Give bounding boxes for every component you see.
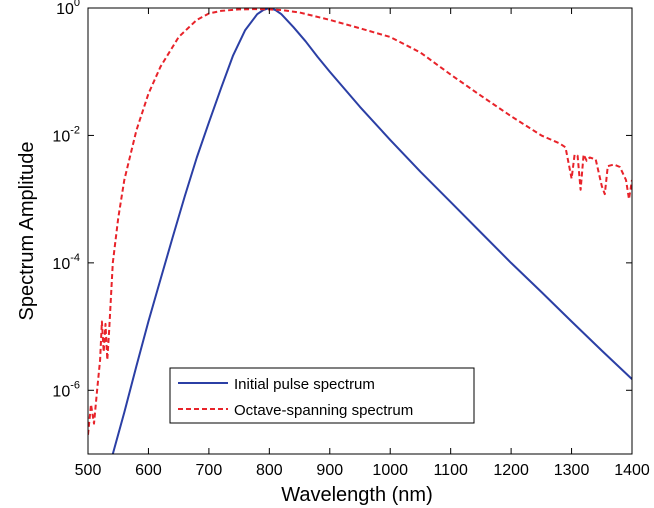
legend-label-octave: Octave-spanning spectrum (234, 402, 413, 419)
x-tick-label: 500 (75, 462, 102, 479)
series-line-octave-spanning (88, 8, 632, 435)
x-tick-label: 1300 (554, 462, 590, 479)
y-tick-label: 10-6 (52, 379, 80, 400)
legend: Initial pulse spectrum Octave-spanning s… (169, 367, 475, 424)
x-tick-label: 1000 (372, 462, 408, 479)
x-tick-label: 800 (256, 462, 283, 479)
legend-label-initial: Initial pulse spectrum (234, 376, 375, 393)
x-tick-label: 700 (196, 462, 223, 479)
x-tick-label: 1200 (493, 462, 529, 479)
x-axis-title: Wavelength (nm) (281, 484, 433, 506)
y-axis-title: Spectrum Amplitude (16, 142, 38, 321)
x-tick-label: 1400 (614, 462, 650, 479)
x-tick-label: 1100 (433, 462, 468, 479)
y-tick-label: 10-4 (52, 252, 80, 273)
plot-frame (87, 7, 633, 455)
x-tick-label: 600 (135, 462, 162, 479)
legend-box (169, 367, 475, 424)
y-tick-label: 100 (56, 0, 80, 18)
x-tick-label: 900 (316, 462, 343, 479)
y-tick-label: 10-2 (52, 124, 80, 145)
series-line-initial-pulse (111, 8, 632, 454)
